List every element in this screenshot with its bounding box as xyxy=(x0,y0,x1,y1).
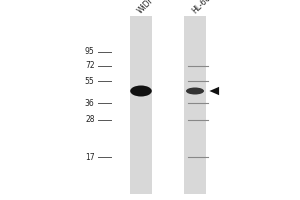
Bar xyxy=(130,16,152,194)
Ellipse shape xyxy=(130,86,152,97)
Text: 17: 17 xyxy=(85,152,94,162)
Ellipse shape xyxy=(186,88,204,95)
Text: 36: 36 xyxy=(85,98,94,108)
Text: WiDr: WiDr xyxy=(136,0,156,15)
Text: 28: 28 xyxy=(85,116,94,124)
Polygon shape xyxy=(209,87,219,95)
Text: 95: 95 xyxy=(85,47,94,56)
Text: HL-60: HL-60 xyxy=(190,0,212,15)
Bar xyxy=(184,16,206,194)
Text: 55: 55 xyxy=(85,76,94,86)
Text: 72: 72 xyxy=(85,62,94,71)
